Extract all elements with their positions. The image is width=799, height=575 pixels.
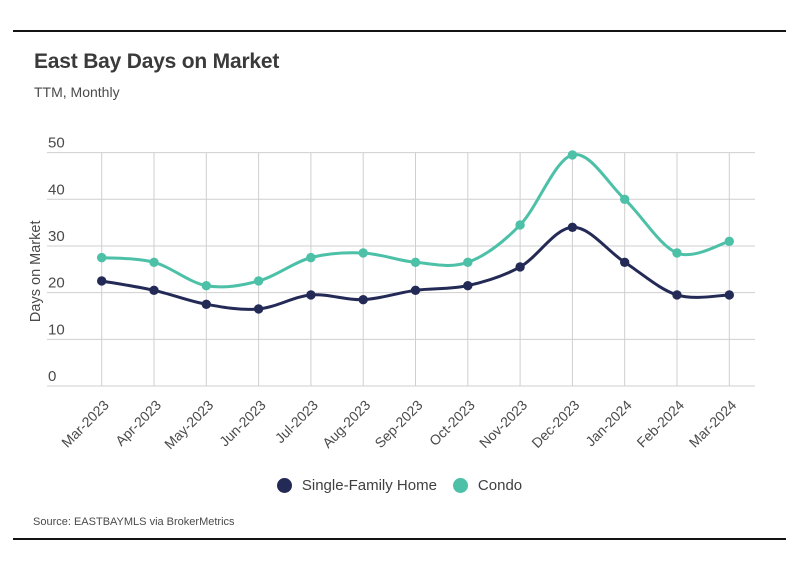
data-point-single-family-home[interactable]: [253, 304, 264, 314]
y-tick-label: 50: [48, 135, 65, 152]
x-tick-label: Jun-2023: [216, 397, 269, 450]
x-tick-label: Nov-2023: [476, 397, 530, 451]
source-note: Source: EASTBAYMLS via BrokerMetrics: [33, 516, 235, 528]
x-tick-label: Oct-2023: [426, 397, 478, 449]
y-tick-label: 40: [48, 181, 65, 198]
x-tick-label: May-2023: [161, 397, 216, 452]
data-point-condo[interactable]: [149, 257, 159, 267]
x-tick-label: Sep-2023: [371, 397, 425, 451]
x-tick-label: Aug-2023: [319, 397, 373, 451]
data-point-single-family-home[interactable]: [724, 290, 734, 300]
data-point-condo[interactable]: [306, 252, 316, 263]
data-point-condo[interactable]: [620, 194, 630, 204]
x-tick-label: Jan-2024: [582, 397, 635, 450]
data-point-single-family-home[interactable]: [515, 262, 525, 272]
chart-title: East Bay Days on Market: [34, 50, 280, 73]
data-point-condo[interactable]: [410, 257, 421, 267]
x-tick-label: Feb-2024: [633, 397, 687, 451]
x-tick-label: Jul-2023: [272, 397, 321, 446]
data-point-single-family-home[interactable]: [567, 222, 578, 232]
data-point-single-family-home[interactable]: [358, 294, 368, 305]
legend-item-condo[interactable]: Condo: [452, 477, 523, 494]
data-point-condo[interactable]: [515, 220, 525, 230]
data-point-single-family-home[interactable]: [672, 290, 682, 300]
y-tick-label: 0: [48, 368, 56, 385]
data-point-condo[interactable]: [201, 280, 211, 291]
x-tick-label: Apr-2023: [112, 397, 164, 449]
top-rule: [13, 30, 786, 32]
data-point-single-family-home[interactable]: [463, 280, 473, 291]
x-tick-label: Mar-2023: [58, 397, 112, 451]
data-point-condo[interactable]: [567, 150, 578, 160]
data-point-condo[interactable]: [463, 257, 473, 267]
data-point-condo[interactable]: [97, 252, 107, 263]
y-tick-label: 30: [48, 228, 65, 245]
data-point-single-family-home[interactable]: [201, 299, 211, 310]
data-point-condo[interactable]: [358, 248, 368, 258]
data-point-single-family-home[interactable]: [620, 257, 630, 267]
data-point-condo[interactable]: [672, 248, 682, 258]
data-point-single-family-home[interactable]: [306, 290, 316, 300]
y-tick-label: 10: [48, 321, 65, 338]
chart-subtitle: TTM, Monthly: [34, 84, 120, 100]
data-point-condo[interactable]: [724, 236, 734, 246]
single-family-legend-dot-icon: [276, 478, 292, 493]
legend: Single-Family Home Condo: [0, 477, 799, 494]
y-axis-title: Days on Market: [28, 221, 44, 323]
x-tick-label: Mar-2024: [686, 397, 740, 451]
data-point-single-family-home[interactable]: [410, 285, 421, 296]
legend-label: Single-Family Home: [301, 477, 437, 494]
legend-label: Condo: [477, 477, 523, 494]
bottom-rule: [13, 538, 786, 540]
x-tick-label: Dec-2023: [528, 397, 582, 451]
data-point-single-family-home[interactable]: [97, 276, 107, 286]
condo-legend-dot-icon: [452, 478, 468, 493]
legend-item-single-family-home[interactable]: Single-Family Home: [276, 477, 437, 494]
y-tick-label: 20: [48, 275, 65, 292]
data-point-single-family-home[interactable]: [149, 285, 159, 296]
data-point-condo[interactable]: [253, 276, 264, 286]
